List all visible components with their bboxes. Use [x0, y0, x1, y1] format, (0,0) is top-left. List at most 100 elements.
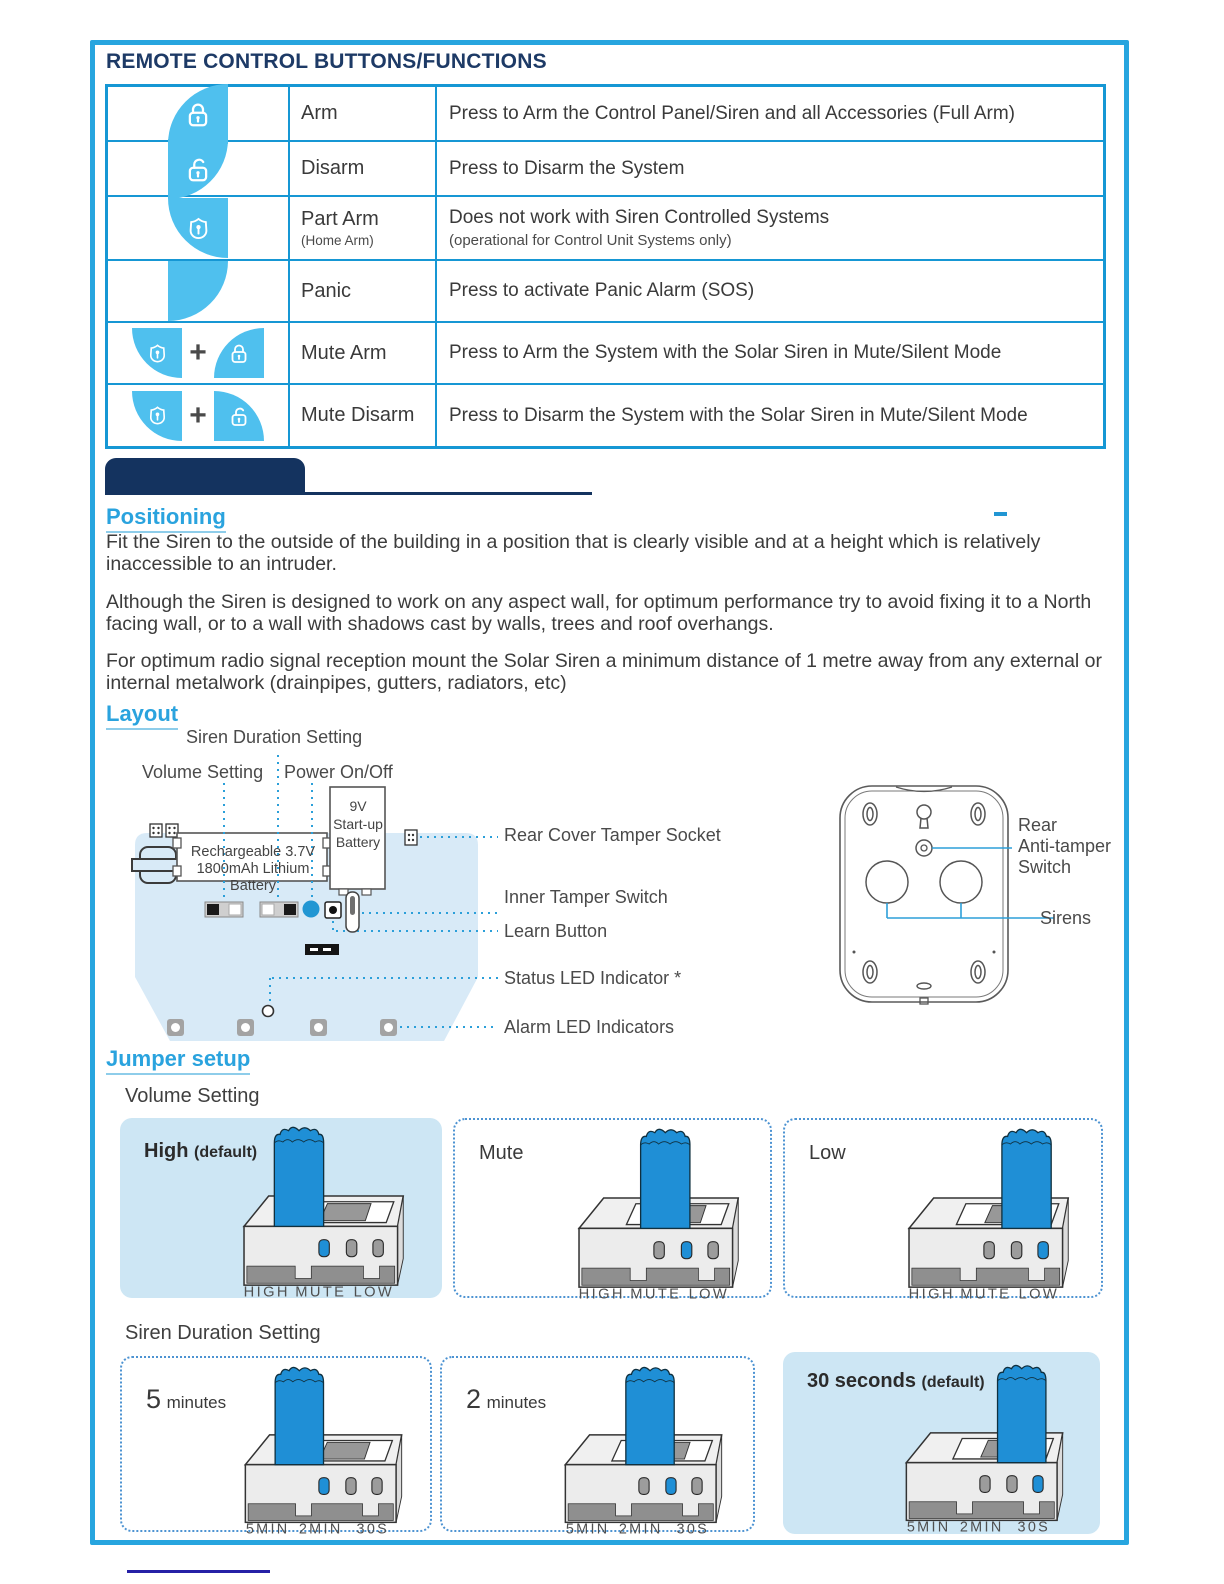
row-name: Mute Disarm: [301, 404, 415, 426]
row-name: Part Arm: [301, 208, 379, 230]
label-volume-setting: Volume Setting: [142, 762, 264, 782]
plus-sign: +: [189, 336, 207, 369]
pos-label: 30S: [357, 1522, 390, 1538]
row-name: Arm: [301, 102, 338, 124]
lock-open-icon: [213, 390, 264, 441]
positioning-paragraph: Fit the Siren to the outside of the buil…: [106, 531, 1041, 575]
row-desc: Does not work with Siren Controlled Syst…: [449, 207, 830, 228]
label-line: Switch: [1018, 857, 1072, 877]
pos-label: HIGH: [244, 1285, 290, 1301]
mute-arm-buttons-icon: +: [108, 323, 290, 383]
panel-title-num: 2: [466, 1384, 482, 1414]
jumper-switch-30s: 5MIN 2MIN 30S: [905, 1364, 1064, 1536]
panel-title: Low: [809, 1142, 846, 1164]
table-row: + Mute Arm Press to Arm the System with …: [108, 321, 1103, 383]
pos-label: 30S: [1018, 1520, 1051, 1536]
jumper-switch-low: HIGH MUTE LOW: [908, 1128, 1070, 1303]
jumper-switch-mute: HIGH MUTE LOW: [578, 1128, 740, 1303]
part-arm-button-icon: [108, 197, 290, 259]
duration-30s-panel: 30 seconds (default) 5MIN 2MIN 30S: [783, 1352, 1100, 1536]
label-line: Battery: [335, 834, 381, 850]
panel-title: High: [144, 1140, 189, 1162]
volume-high-panel: High (default) HIGH MUTE LOW: [120, 1118, 442, 1301]
footer-cropped-line: [127, 1570, 270, 1573]
siren-board-diagram: [131, 755, 498, 1041]
panel-title-unit: minutes: [486, 1393, 547, 1412]
label-rear-cover-tamper-socket: Rear Cover Tamper Socket: [504, 825, 721, 845]
label-9v-battery: 9V Start-up Battery: [330, 797, 386, 851]
lock-closed-icon: [168, 83, 228, 144]
label-power-on-off: Power On/Off: [284, 762, 393, 782]
panel-title: 30 seconds: [807, 1370, 916, 1392]
label-learn-button: Learn Button: [504, 921, 608, 941]
duration-2min-panel: 2 minutes 5MIN 2MIN 30S: [440, 1356, 755, 1538]
panel-note: (default): [921, 1374, 985, 1391]
siren-rear-view-diagram: [839, 785, 1054, 1005]
page-border-frame: [90, 40, 1129, 1545]
label-inner-tamper-switch: Inner Tamper Switch: [504, 887, 668, 907]
panel-title-num: 5: [146, 1384, 162, 1414]
row-desc: Press to Disarm the System with the Sola…: [449, 404, 1028, 426]
row-name: Disarm: [301, 157, 365, 179]
row-desc: Press to Arm the System with the Solar S…: [449, 342, 1002, 363]
arm-button-icon: [108, 83, 290, 144]
label-rear-anti-tamper: Rear Anti-tamper Switch: [1018, 815, 1138, 878]
table-row: Part Arm (Home Arm) Does not work with S…: [108, 195, 1103, 259]
pos-label: 2MIN: [960, 1520, 1004, 1536]
layout-heading: Layout: [106, 701, 179, 730]
pos-label: MUTE: [630, 1287, 681, 1303]
label-line: Anti-tamper: [1018, 836, 1112, 856]
pos-label: LOW: [1019, 1287, 1060, 1303]
lock-open-icon: [168, 138, 228, 199]
label-siren-duration-setting: Siren Duration Setting: [186, 727, 363, 747]
row-desc: Press to Disarm the System: [449, 157, 685, 179]
label-line: Rear: [1018, 815, 1058, 835]
pos-label: MUTE: [295, 1285, 346, 1301]
table-row: Arm Press to Arm the Control Panel/Siren…: [108, 83, 1103, 144]
label-sirens: Sirens: [1040, 908, 1092, 928]
label-status-led: Status LED Indicator *: [504, 968, 682, 988]
layout-diagram: Siren Duration Setting Volume Setting Po…: [106, 725, 1111, 1047]
label-line: Rechargeable 3.7V: [190, 844, 316, 860]
pos-label: HIGH: [909, 1287, 955, 1303]
panel-title: Mute: [479, 1142, 524, 1164]
stray-mark: [994, 512, 1007, 516]
label-line: Start-up: [333, 816, 383, 832]
positioning-paragraph: Although the Siren is designed to work o…: [106, 591, 1092, 635]
row-name: Mute Arm: [301, 341, 387, 364]
pos-label: LOW: [354, 1285, 395, 1301]
pos-label: 5MIN: [246, 1522, 290, 1538]
label-alarm-led: Alarm LED Indicators: [504, 1017, 675, 1037]
section-tab-underline: [105, 492, 592, 495]
table-row: Panic Press to activate Panic Alarm (SOS…: [108, 259, 1103, 321]
mute-disarm-buttons-icon: +: [108, 385, 290, 446]
table-row: Disarm Press to Disarm the System: [108, 138, 1103, 199]
row-name: Panic: [301, 279, 352, 302]
volume-mute-panel: Mute HIGH MUTE LOW: [453, 1118, 772, 1303]
pos-label: MUTE: [960, 1287, 1011, 1303]
table-row: + Mute Disarm Press to Disarm the System…: [108, 383, 1103, 446]
row-desc: Press to activate Panic Alarm (SOS): [449, 280, 755, 301]
pos-label: 30S: [677, 1522, 710, 1538]
siren-duration-subheading: Siren Duration Setting: [125, 1322, 321, 1344]
plus-sign: +: [189, 398, 207, 432]
alarm-led-shapes: [167, 1019, 397, 1036]
panel-note: (default): [194, 1144, 258, 1161]
label-line: 1800mAh Lithium Battery: [196, 861, 310, 894]
section-tab-bar: [105, 458, 305, 494]
jumper-setup-heading: Jumper setup: [106, 1046, 251, 1075]
pos-label: 5MIN: [907, 1520, 951, 1536]
lock-closed-icon: [213, 328, 264, 378]
blank-quarter-icon: [168, 261, 228, 321]
volume-low-panel: Low HIGH MUTE LOW: [783, 1118, 1103, 1303]
pos-label: 2MIN: [619, 1522, 663, 1538]
panel-title-unit: minutes: [166, 1393, 227, 1412]
label-line: 9V: [349, 798, 367, 814]
remote-control-table: Arm Press to Arm the Control Panel/Siren…: [105, 83, 1106, 449]
row-desc: Press to Arm the Control Panel/Siren and…: [449, 102, 1016, 124]
home-lock-icon: [132, 328, 183, 378]
jumper-switch-5min: 5MIN 2MIN 30S: [244, 1366, 403, 1538]
volume-setting-subheading: Volume Setting: [125, 1085, 260, 1107]
jumper-switch-2min: 5MIN 2MIN 30S: [564, 1366, 723, 1538]
